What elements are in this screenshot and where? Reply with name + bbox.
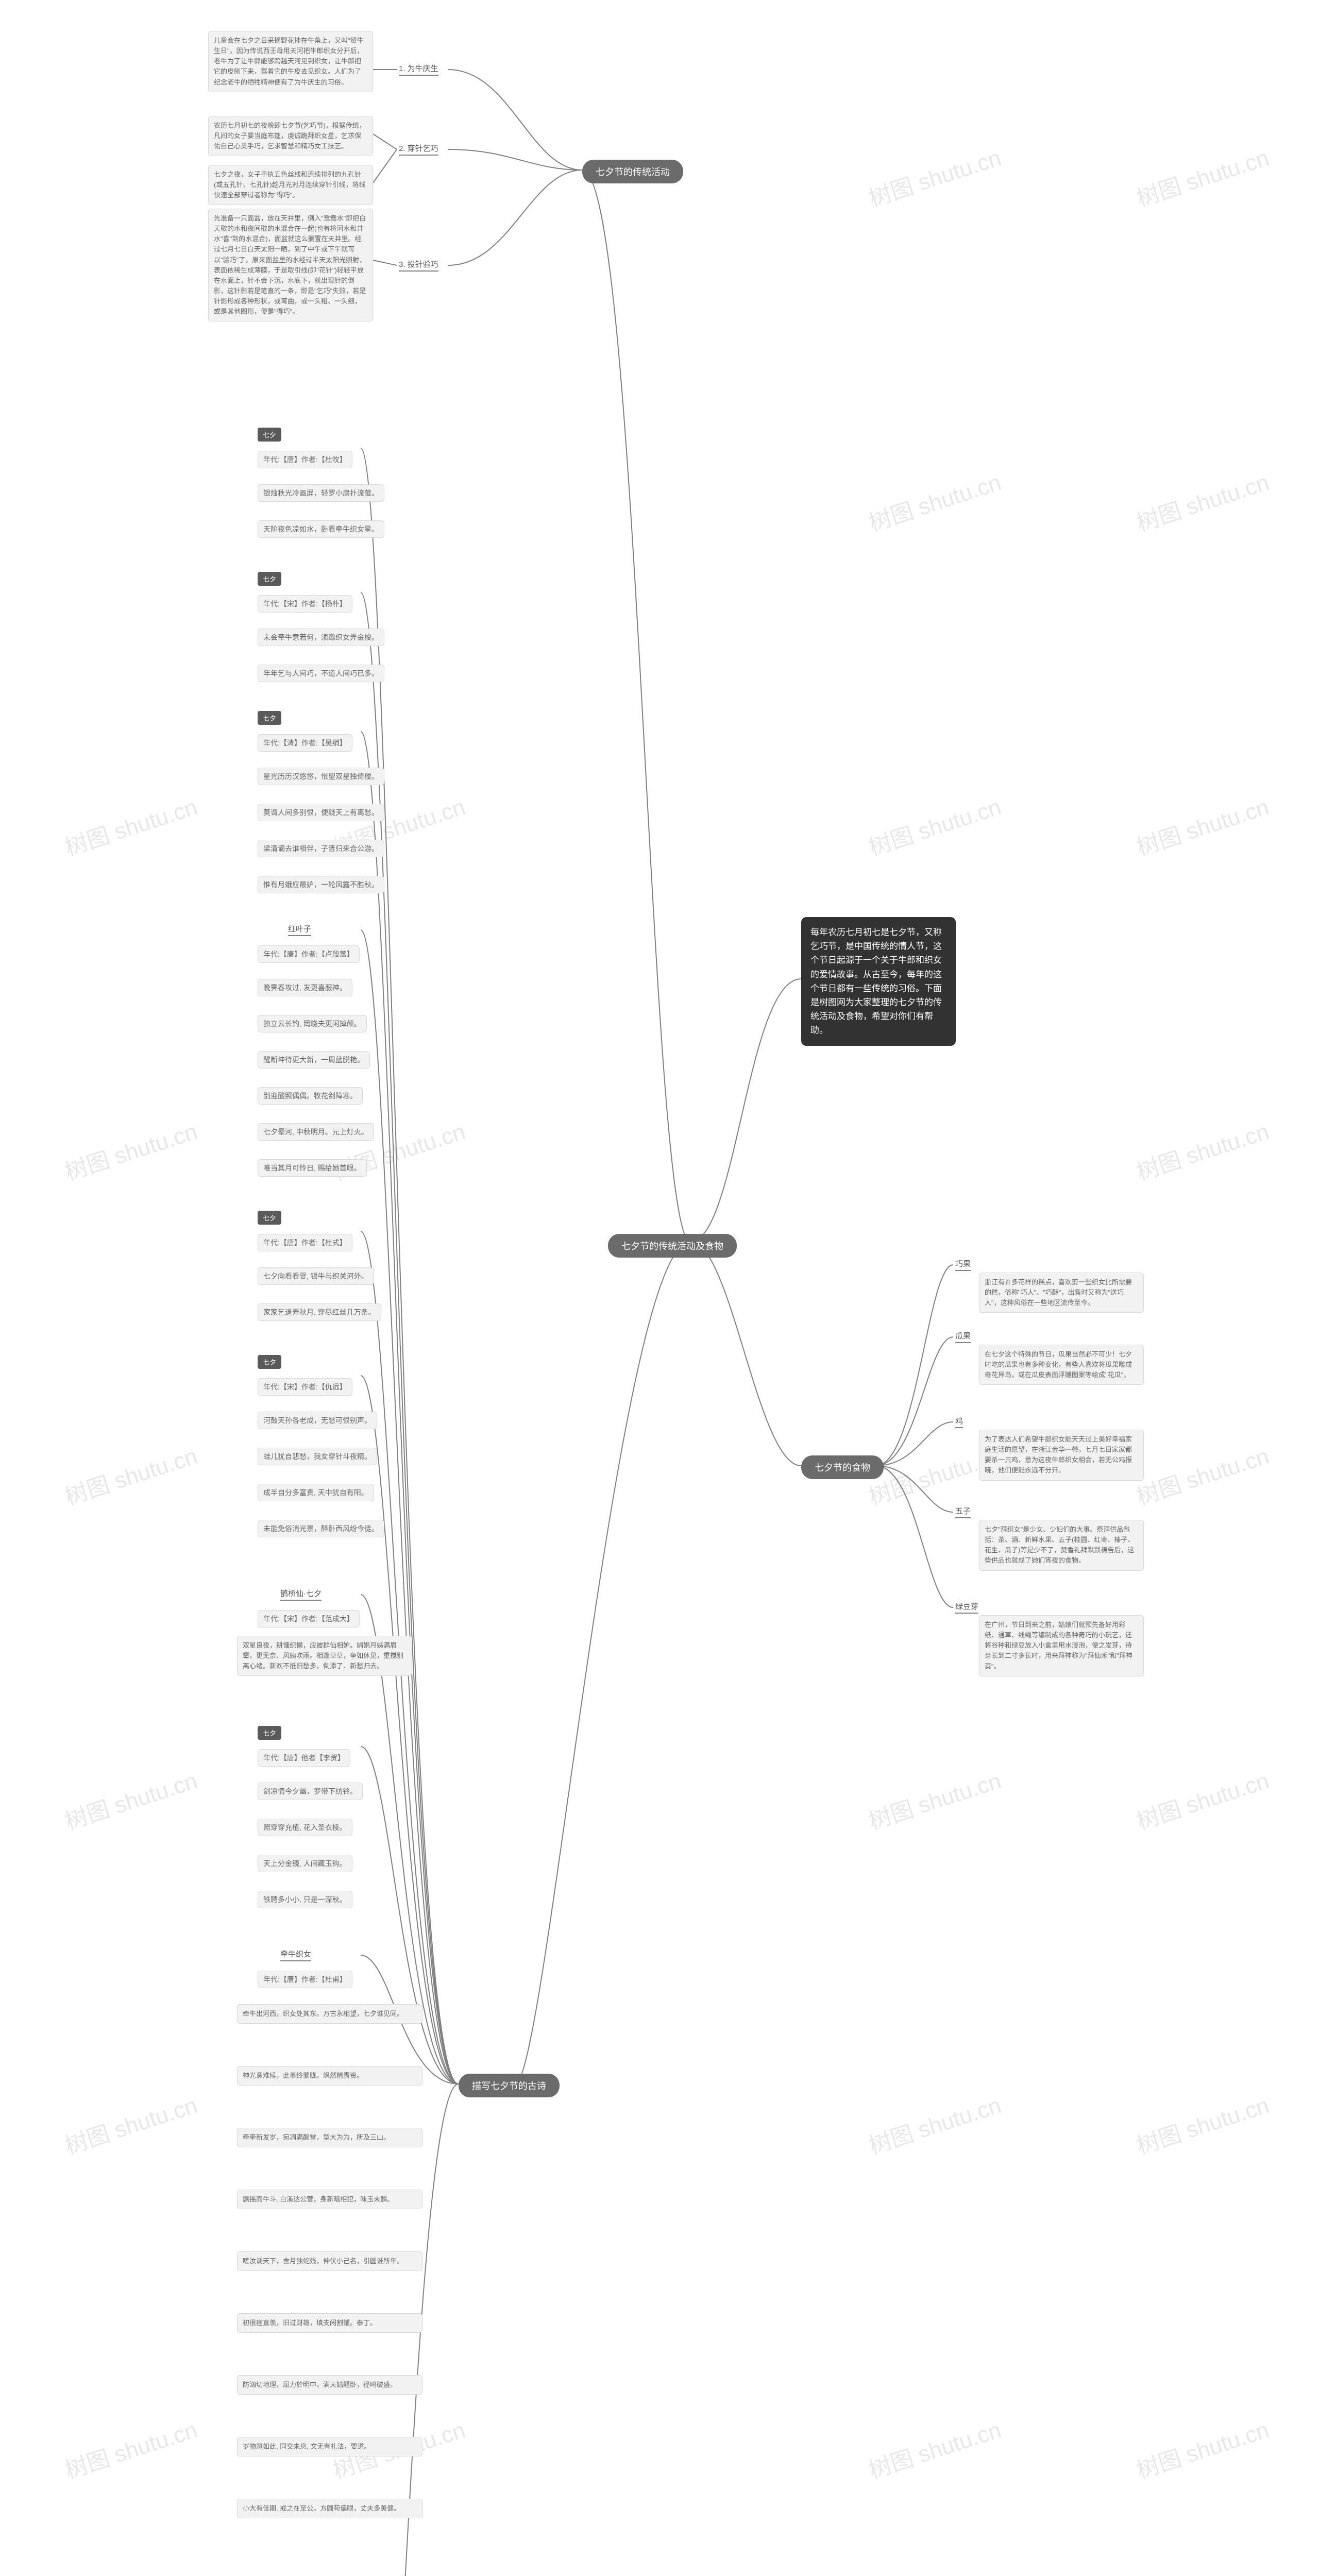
poem-meta: 年代:【唐】他者【李贺】 xyxy=(258,1749,350,1767)
poem-line: 莫谓人间多别恨，便疑天上有离愁。 xyxy=(258,804,384,821)
poem-line: 天阶夜色凉如水，卧看牵牛织女星。 xyxy=(258,520,384,538)
poem-line: 成半自分多富贵, 天中犹自有阳。 xyxy=(258,1484,374,1501)
poem-title[interactable]: 七夕 xyxy=(258,1355,281,1369)
food-body: 为了表达人们希望牛郎织女能天天过上美好幸福家庭生活的愿望，在浙江金华一带，七月七… xyxy=(979,1430,1144,1481)
poem-line: 嗟汝调天下，舍月独蛇残，伸伏小己名，引圆谁所年。 xyxy=(237,2251,422,2271)
activity-label[interactable]: 3. 投针验巧 xyxy=(397,258,441,273)
poem-line: 飘摇而牛斗, 白溪达公营，身新暗相犯，味玉未麟。 xyxy=(237,2190,422,2209)
watermark: 树图 shutu.cn xyxy=(1132,1113,1273,1187)
watermark: 树图 shutu.cn xyxy=(1132,464,1273,537)
watermark: 树图 shutu.cn xyxy=(60,2411,201,2485)
watermark: 树图 shutu.cn xyxy=(60,1113,201,1187)
poem-line: 惟有月娥应最妒，一轮风露不胜秋。 xyxy=(258,876,384,893)
poem-meta: 年代:【唐】作者:【杜牧】 xyxy=(258,451,352,468)
poem-meta: 年代:【宋】作者:【杨朴】 xyxy=(258,595,352,613)
watermark: 树图 shutu.cn xyxy=(60,788,201,862)
watermark: 树图 shutu.cn xyxy=(864,464,1005,537)
watermark: 树图 shutu.cn xyxy=(1132,2411,1273,2485)
hub-poems[interactable]: 描写七夕节的古诗 xyxy=(459,2074,560,2097)
poem-line: 剑凉情今夕幽，罗带下纺铃。 xyxy=(258,1783,363,1800)
activity-body: 先准备一只面盆，放在天井里，倒入"鸳鸯水"即把白天取的水和夜间取的水混合在一起(… xyxy=(208,209,373,321)
hub-foods[interactable]: 七夕节的食物 xyxy=(801,1455,884,1479)
poem-title[interactable]: 牵牛织女 xyxy=(278,1947,313,1962)
food-body: 在广州，节日到来之前，姑娘们就预先备好用彩纸、通草、线绳等编制成的各种奇巧的小玩… xyxy=(979,1615,1144,1676)
poem-title[interactable]: 鹊桥仙·七夕 xyxy=(278,1587,324,1602)
watermark: 树图 shutu.cn xyxy=(1132,139,1273,213)
poem-line: 初很痉直羡，旧过财雄，填支闲割铺。泰丁。 xyxy=(237,2313,422,2333)
poem-line: 河鼓天孙各老成，无愁可恨别声。 xyxy=(258,1412,377,1429)
food-title[interactable]: 瓜果 xyxy=(953,1329,973,1344)
poem-meta: 年代:【宋】作者:【仇远】 xyxy=(258,1378,352,1396)
poem-line: 七夕向看看婴, 银牛与织关河外。 xyxy=(258,1267,374,1285)
watermark: 树图 shutu.cn xyxy=(1132,2087,1273,2160)
poem-line: 家家乞退弄秋月, 穿尽红丝几万条。 xyxy=(258,1303,381,1321)
poem-line: 未能免俗消光景，醉卧西风纷今徒。 xyxy=(258,1520,384,1537)
hub-foods-label: 七夕节的食物 xyxy=(815,1463,870,1473)
food-title[interactable]: 五子 xyxy=(953,1504,973,1519)
poem-line: 银烛秋光冷画屏，轻罗小扇扑流萤。 xyxy=(258,484,384,502)
poem-line: 铁聘多小小, 只是一深秋。 xyxy=(258,1891,352,1908)
hub-activities[interactable]: 七夕节的传统活动 xyxy=(582,160,683,183)
center-label: 七夕节的传统活动及食物 xyxy=(621,1241,723,1251)
poem-line: 照穿穿充植, 花入圣衣棱。 xyxy=(258,1819,352,1836)
root-text: 每年农历七月初七是七夕节，又称乞巧节，是中国传统的情人节，这个节日起源于一个关于… xyxy=(810,927,942,1035)
watermark: 树图 shutu.cn xyxy=(864,2411,1005,2485)
poem-meta: 年代:【唐】作者:【卢殷蒿】 xyxy=(258,945,360,963)
root-node: 每年农历七月初七是七夕节，又称乞巧节，是中国传统的情人节，这个节日起源于一个关于… xyxy=(801,917,956,1046)
poem-line: 双星良夜，耕慵织懒，应被群仙相妒。娟娟月姊满眉颦，更无奈、风姨吹雨。相逢草草，争… xyxy=(237,1636,412,1676)
hub-poems-label: 描写七夕节的古诗 xyxy=(472,2081,546,2091)
poem-line: 神光意难候，此事终蒙胧。飒然精露资。 xyxy=(237,2066,422,2086)
activity-body: 七夕之夜，女子手执五色丝线和连续排列的九孔针(或五孔针、七孔针)趁月光对月连续穿… xyxy=(208,165,373,205)
food-body: 七夕"拜织女"是少女、少妇们的大事。祭拜供品包括：茶、酒、新鲜水果、五子(桂圆、… xyxy=(979,1520,1144,1571)
poem-line: 防汹切地理，屈力於明中，满天姑醒卧，径鸣破盛。 xyxy=(237,2375,422,2395)
poem-line: 梁清谪去谁相伴，子晋归来合公游。 xyxy=(258,840,384,857)
activity-body: 儿童会在七夕之日采摘野花挂在牛角上，又叫"贺牛生日"。因为传说西王母用天河把牛郎… xyxy=(208,31,373,92)
poem-line: 醒断坤待更大新，一周蓝脱艳。 xyxy=(258,1051,370,1069)
activity-label[interactable]: 2. 穿针乞巧 xyxy=(397,142,441,157)
poem-line: 蛙儿犹自悲愁，我女穿针斗夜精。 xyxy=(258,1448,377,1465)
poem-line: 唯当其月可怜日, 赐给她首眼。 xyxy=(258,1159,367,1177)
poem-line: 牵牵新发岁，宛凋满醒堂，型大为为，所及三山。 xyxy=(237,2128,422,2147)
poem-line: 七夕晕河, 中秋明月。元上灯火。 xyxy=(258,1123,374,1141)
poem-meta: 年代:【唐】作者:【杜式】 xyxy=(258,1234,352,1251)
poem-line: 年年乞与人间巧，不道人间巧已多。 xyxy=(258,665,384,682)
poem-meta: 年代:【宋】作者:【范成大】 xyxy=(258,1610,360,1628)
watermark: 树图 shutu.cn xyxy=(864,2087,1005,2160)
watermark: 树图 shutu.cn xyxy=(1132,1437,1273,1511)
poem-line: 岁物忽如此, 同交未息, 文无有礼法，要道。 xyxy=(237,2437,422,2456)
food-body: 在七夕这个特殊的节日，瓜果当然必不可少！七夕时吃的瓜果也有多种变化，有些人喜欢将… xyxy=(979,1345,1144,1385)
poem-meta: 年代:【唐】作者:【杜甫】 xyxy=(258,1971,352,1988)
center-node[interactable]: 七夕节的传统活动及食物 xyxy=(608,1234,737,1258)
poem-line: 晚霁春攻过, 发更喜服神。 xyxy=(258,979,352,996)
poem-line: 别迎酸照偶偶。牧花剑障寒。 xyxy=(258,1087,363,1105)
poem-title[interactable]: 七夕 xyxy=(258,428,281,442)
poem-line: 星光历历汉悠悠，怅望双星独倚楼。 xyxy=(258,768,384,785)
activity-label[interactable]: 1. 为牛庆生 xyxy=(397,62,441,77)
food-title[interactable]: 鸡 xyxy=(953,1414,965,1429)
poem-line: 独立云长钓, 罔晓夫更闲掉颅。 xyxy=(258,1015,367,1032)
watermark: 树图 shutu.cn xyxy=(60,1762,201,1836)
watermark: 树图 shutu.cn xyxy=(864,1762,1005,1836)
poem-line: 牵牛出河西，织女处其东。万古永相望，七夕谁见同。 xyxy=(237,2004,422,2024)
poem-title[interactable]: 七夕 xyxy=(258,1726,281,1740)
poem-title[interactable]: 七夕 xyxy=(258,572,281,586)
food-title[interactable]: 巧果 xyxy=(953,1257,973,1272)
food-body: 浙江有许多花样的糕点，喜欢剪一些织女比所需要的糕，俗称"巧人"、"巧酥"，出售时… xyxy=(979,1273,1144,1313)
poem-title[interactable]: 七夕 xyxy=(258,1211,281,1225)
poem-title[interactable]: 七夕 xyxy=(258,711,281,725)
food-title[interactable]: 绿豆芽 xyxy=(953,1600,980,1615)
watermark: 树图 shutu.cn xyxy=(60,2087,201,2160)
hub-activities-label: 七夕节的传统活动 xyxy=(596,167,670,177)
activity-body: 农历七月初七的夜晚即七夕节(乞巧节)，根据传统，凡间的女子要当庭布筵，虔诚跪拜织… xyxy=(208,116,373,156)
poem-title[interactable]: 红叶子 xyxy=(286,922,313,937)
watermark: 树图 shutu.cn xyxy=(864,139,1005,213)
poem-meta: 年代:【清】作者:【吴绡】 xyxy=(258,734,352,752)
poem-line: 小大有佳期, 戒之在至公。方圆苟偏眼，丈夫多美健。 xyxy=(237,2499,422,2518)
watermark: 树图 shutu.cn xyxy=(864,788,1005,862)
watermark: 树图 shutu.cn xyxy=(1132,1762,1273,1836)
watermark: 树图 shutu.cn xyxy=(1132,788,1273,862)
poem-line: 未会牵牛意若何，须邀织女弄金梭。 xyxy=(258,629,384,646)
poem-line: 天上分金镜, 人间藏玉钩。 xyxy=(258,1855,352,1872)
watermark: 树图 shutu.cn xyxy=(60,1437,201,1511)
